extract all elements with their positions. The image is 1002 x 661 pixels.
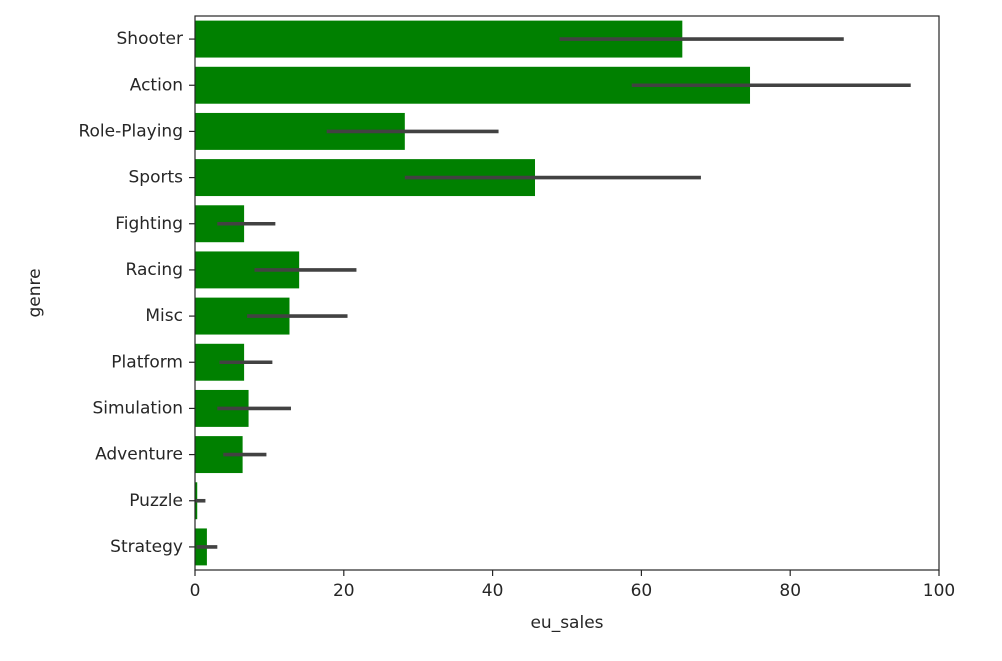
y-tick-label-puzzle: Puzzle	[129, 491, 183, 511]
y-tick-label-sports: Sports	[129, 168, 184, 188]
y-tick-label-simulation: Simulation	[92, 398, 183, 418]
y-tick-label-fighting: Fighting	[115, 214, 183, 234]
x-tick-label-40: 40	[482, 581, 504, 601]
bars-layer	[195, 20, 751, 566]
x-tick-label-100: 100	[923, 581, 955, 601]
y-tick-label-adventure: Adventure	[95, 445, 183, 465]
axes-layer: Shooter Action Role-Playing Sports Fighting R…	[78, 15, 955, 601]
x-tick-label-60: 60	[631, 581, 653, 601]
y-tick-label-strategy: Strategy	[110, 537, 183, 557]
x-tick-label-80: 80	[779, 581, 801, 601]
y-tick-label-action: Action	[130, 75, 183, 95]
y-tick-label-misc: Misc	[145, 306, 183, 326]
y-tick-label-shooter: Shooter	[117, 29, 183, 49]
y-axis-label: genre	[25, 268, 45, 317]
y-tick-label-role-playing: Role-Playing	[78, 121, 183, 141]
x-tick-label-20: 20	[333, 581, 355, 601]
x-tick-label-0: 0	[190, 581, 201, 601]
plot-frame	[194, 15, 940, 571]
errorbars-layer	[195, 37, 911, 549]
x-axis-label: eu_sales	[530, 613, 603, 633]
y-tick-label-platform: Platform	[111, 352, 183, 372]
y-tick-label-racing: Racing	[126, 260, 184, 280]
